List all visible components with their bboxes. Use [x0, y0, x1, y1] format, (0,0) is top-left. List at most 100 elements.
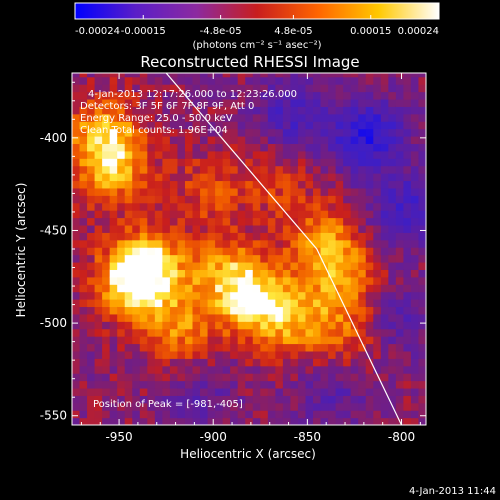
heatmap-cell: [245, 410, 254, 419]
heatmap-cell: [418, 350, 426, 359]
heatmap-cell: [94, 98, 103, 107]
heatmap-cell: [200, 373, 209, 382]
heatmap-cell: [72, 380, 81, 389]
heatmap-cell: [275, 180, 284, 189]
heatmap-cell: [192, 328, 201, 337]
heatmap-cell: [230, 395, 239, 404]
heatmap-cell: [388, 195, 397, 204]
heatmap-cell: [365, 380, 374, 389]
heatmap-cell: [132, 202, 141, 211]
heatmap-cell: [192, 91, 201, 100]
heatmap-cell: [365, 76, 374, 85]
heatmap-cell: [102, 247, 111, 256]
heatmap-cell: [154, 306, 163, 315]
heatmap-cell: [94, 350, 103, 359]
heatmap-cell: [358, 380, 367, 389]
heatmap-cell: [237, 202, 246, 211]
heatmap-cell: [358, 202, 367, 211]
heatmap-cell: [177, 239, 186, 248]
heatmap-cell: [245, 217, 254, 226]
heatmap-cell: [275, 328, 284, 337]
heatmap-cell: [200, 84, 209, 93]
heatmap-cell: [184, 224, 194, 233]
heatmap-cell: [94, 284, 103, 293]
heatmap-cell: [207, 195, 216, 204]
heatmap-cell: [358, 313, 367, 322]
heatmap-cell: [124, 247, 133, 256]
heatmap-cell: [320, 343, 329, 352]
heatmap-cell: [87, 165, 96, 174]
heatmap-cell: [373, 121, 382, 130]
heatmap-cell: [162, 143, 171, 152]
heatmap-cell: [365, 247, 374, 256]
heatmap-cell: [215, 417, 224, 425]
heatmap-cell: [358, 84, 367, 93]
heatmap-cell: [124, 165, 133, 174]
heatmap-cell: [252, 269, 261, 278]
heatmap-cell: [200, 232, 209, 241]
heatmap-cell: [313, 261, 322, 270]
heatmap-cell: [260, 336, 269, 345]
heatmap-cell: [260, 276, 269, 285]
heatmap-cell: [297, 395, 307, 404]
heatmap-cell: [328, 373, 337, 382]
heatmap-cell: [275, 73, 284, 78]
heatmap-cell: [320, 210, 329, 219]
heatmap-cell: [245, 306, 254, 315]
heatmap-cell: [169, 73, 179, 78]
heatmap-cell: [290, 239, 299, 248]
heatmap-cell: [282, 158, 292, 167]
heatmap-cell: [267, 121, 276, 130]
heatmap-cell: [252, 299, 261, 308]
heatmap-cell: [87, 210, 96, 219]
heatmap-cell: [373, 373, 382, 382]
heatmap-cell: [87, 254, 96, 263]
heatmap-cell: [169, 276, 179, 285]
heatmap-cell: [162, 217, 171, 226]
heatmap-cell: [237, 395, 246, 404]
heatmap-cell: [252, 291, 261, 300]
heatmap-cell: [215, 284, 224, 293]
heatmap-cell: [245, 395, 254, 404]
heatmap-cell: [79, 321, 88, 330]
heatmap-cell: [154, 299, 163, 308]
heatmap-cell: [169, 380, 179, 389]
heatmap-cell: [245, 239, 254, 248]
heatmap-cell: [260, 350, 269, 359]
heatmap-cell: [132, 165, 141, 174]
heatmap-cell: [222, 187, 231, 196]
heatmap-cell: [418, 380, 426, 389]
heatmap-cell: [154, 143, 163, 152]
heatmap-cell: [320, 143, 329, 152]
heatmap-cell: [139, 210, 148, 219]
heatmap-cell: [410, 91, 420, 100]
heatmap-cell: [192, 224, 201, 233]
heatmap-cell: [245, 343, 254, 352]
heatmap-cell: [94, 395, 103, 404]
heatmap-cell: [373, 291, 382, 300]
heatmap-cell: [237, 143, 246, 152]
heatmap-cell: [380, 150, 389, 159]
heatmap-cell: [72, 365, 81, 374]
heatmap-cell: [335, 224, 344, 233]
heatmap-cell: [343, 217, 352, 226]
heatmap-cell: [410, 217, 420, 226]
heatmap-cell: [192, 313, 201, 322]
heatmap-cell: [358, 410, 367, 419]
heatmap-cell: [275, 321, 284, 330]
heatmap-cell: [343, 261, 352, 270]
heatmap-cell: [94, 365, 103, 374]
heatmap-cell: [230, 269, 239, 278]
heatmap-cell: [313, 165, 322, 174]
heatmap-cell: [410, 84, 420, 93]
heatmap-cell: [154, 365, 163, 374]
heatmap-cell: [147, 158, 156, 167]
heatmap-cell: [177, 350, 186, 359]
heatmap-cell: [102, 387, 111, 396]
heatmap-cell: [147, 313, 156, 322]
heatmap-cell: [184, 187, 194, 196]
heatmap-cell: [290, 73, 299, 78]
heatmap-cell: [207, 113, 216, 122]
heatmap-cell: [335, 313, 344, 322]
heatmap-cell: [207, 135, 216, 144]
